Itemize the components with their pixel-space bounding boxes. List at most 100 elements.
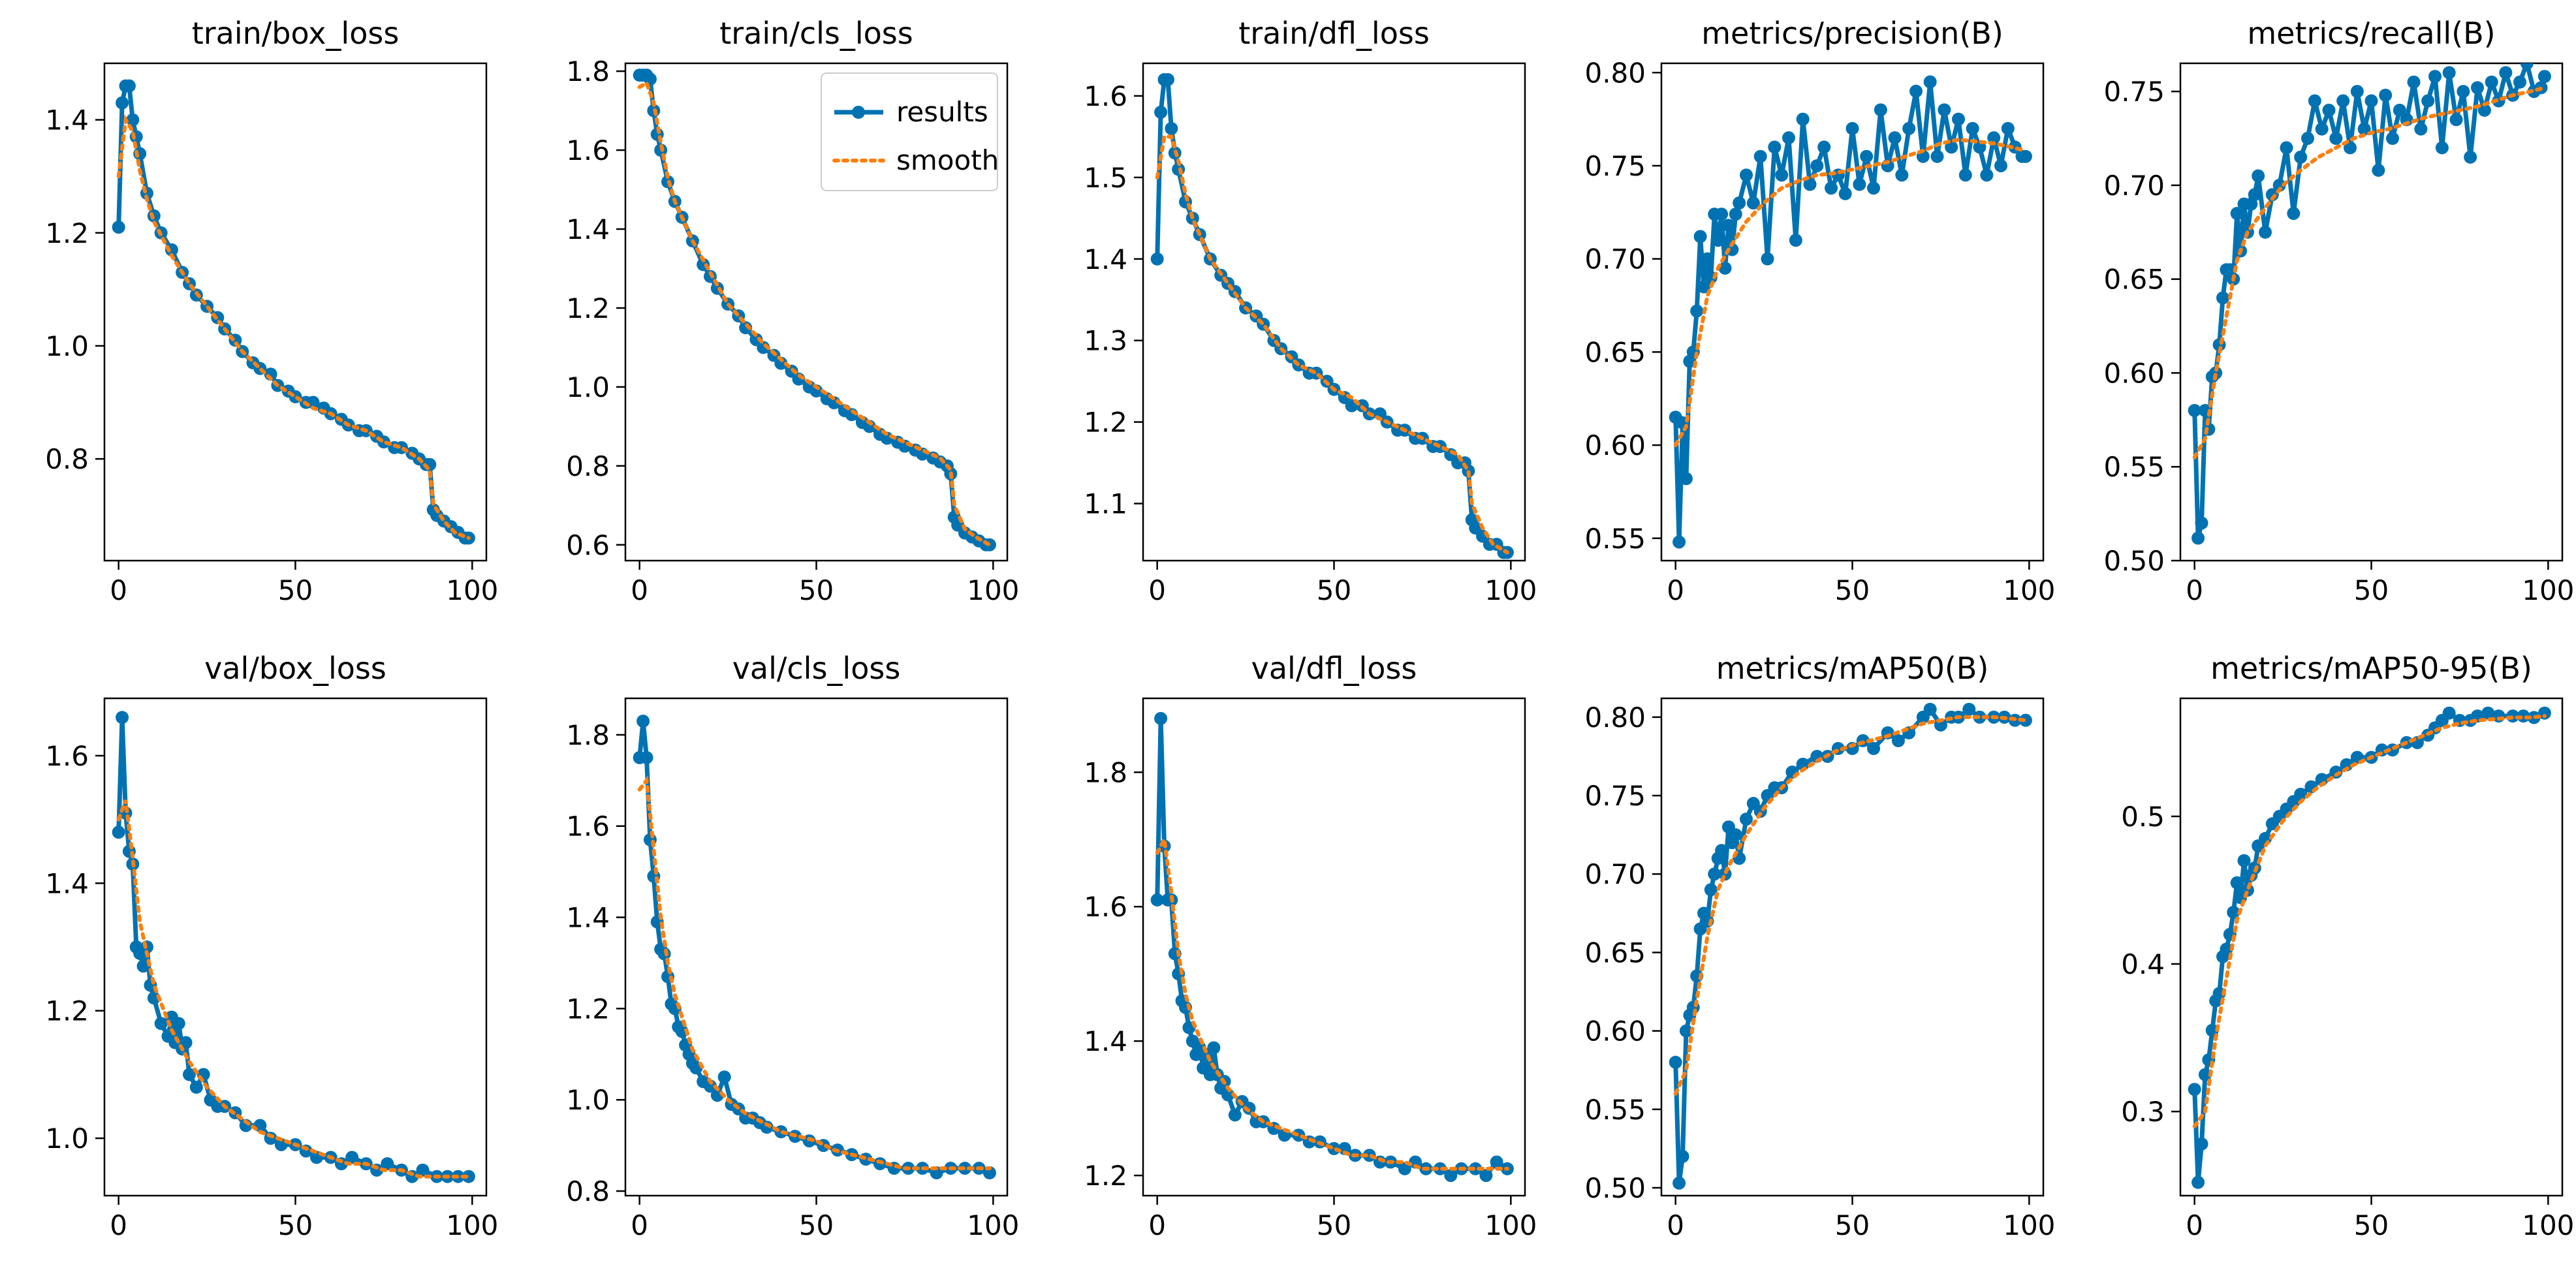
results-point [2379, 88, 2393, 102]
x-tick-label: 50 [278, 574, 313, 606]
y-tick-label: 0.55 [1584, 523, 1646, 555]
results-point [1434, 1162, 1447, 1175]
subplot-5: metrics/recall(B) 0 50 100 0.50 0.55 0.60 0.65 0… [2103, 16, 2574, 606]
smooth-line [637, 80, 992, 547]
results-point [1690, 304, 1704, 318]
x-tick-label: 100 [446, 574, 498, 606]
results-point [462, 1170, 475, 1183]
results-point [1746, 196, 1760, 210]
y-tick-label: 0.55 [1584, 1094, 1646, 1126]
results-point [172, 1017, 185, 1031]
results-point [1701, 252, 1714, 266]
results-point [2537, 70, 2551, 84]
y-tick-label: 1.6 [566, 811, 610, 843]
results-point [1980, 168, 1994, 182]
smooth-line [116, 114, 471, 540]
x-tick-label: 100 [446, 1209, 498, 1241]
y-tick-label: 0.8 [45, 443, 89, 475]
results-point [1740, 813, 1753, 826]
y-tick-label: 1.4 [1084, 1025, 1127, 1057]
subplot-8: val/dfl_loss 0 50 100 1.2 1.4 1.6 1.8 [1084, 651, 1537, 1241]
results-point [2357, 122, 2371, 136]
results-point [717, 1070, 731, 1084]
results-point [2481, 706, 2495, 720]
y-tick-label: 1.0 [45, 1123, 89, 1155]
results-point [1945, 140, 1958, 154]
results-point [1803, 178, 1817, 191]
x-tick-label: 100 [2522, 574, 2574, 606]
results-point [1923, 75, 1937, 89]
y-tick-label: 1.4 [566, 213, 610, 245]
plot-area [633, 714, 996, 1180]
results-point [1679, 472, 1693, 486]
x-tick-label: 50 [1317, 574, 1351, 606]
subplot-title: val/box_loss [204, 651, 386, 686]
x-tick-label: 50 [1835, 1209, 1870, 1241]
results-point [1987, 131, 2001, 145]
subplot-title: val/cls_loss [732, 651, 901, 686]
results-point [1398, 1162, 1411, 1175]
results-point [1715, 844, 1729, 858]
y-tick-label: 1.6 [1084, 891, 1127, 923]
y-tick-label: 1.2 [566, 292, 610, 324]
subplot-title: metrics/precision(B) [1701, 16, 2003, 51]
y-tick-label: 0.5 [2121, 801, 2165, 833]
results-point [774, 356, 788, 370]
y-tick-label: 0.65 [1584, 937, 1646, 969]
results-point [1962, 702, 1976, 716]
results-point [636, 714, 650, 728]
x-tick-label: 100 [967, 574, 1019, 606]
legend-results-marker [852, 106, 865, 119]
y-tick-label: 1.8 [1084, 756, 1127, 788]
results-point [1469, 1162, 1483, 1175]
results-point [1895, 168, 1909, 182]
results-point [2287, 207, 2301, 221]
results-point [2195, 1137, 2208, 1151]
y-tick-label: 1.6 [45, 740, 89, 772]
smooth-line [116, 799, 471, 1179]
y-tick-label: 0.60 [1584, 429, 1646, 461]
y-tick-label: 1.2 [45, 217, 89, 249]
plot-area [633, 69, 996, 551]
x-tick-label: 50 [2354, 1209, 2389, 1241]
y-tick-label: 0.8 [566, 1175, 610, 1207]
results-point [1161, 72, 1174, 86]
results-point [2315, 122, 2329, 136]
results-point [1154, 105, 1168, 119]
y-tick-label: 1.8 [566, 55, 610, 87]
x-tick-label: 50 [278, 1209, 313, 1241]
results-point [1846, 121, 1859, 135]
x-tick-label: 100 [967, 1209, 1019, 1241]
results-point [1729, 828, 1742, 842]
results-point [2294, 787, 2308, 801]
results-point [1867, 181, 1880, 195]
subplot-2: train/cls_loss 0 50 100 0.6 0.8 1.0 1.2 1.4 1.6 1.… [566, 16, 1019, 606]
results-point [704, 1079, 717, 1093]
results-point [1838, 187, 1852, 200]
smooth-line [2192, 85, 2547, 459]
results-point [112, 221, 125, 234]
y-tick-label: 0.70 [1584, 858, 1646, 890]
results-point [1817, 140, 1831, 154]
results-point [1753, 149, 1767, 163]
results-point [1867, 741, 1880, 755]
x-tick-label: 100 [2003, 1209, 2055, 1241]
x-tick-label: 0 [1148, 1209, 1166, 1241]
results-point [1994, 159, 2007, 172]
results-point [1679, 1024, 1693, 1038]
y-tick-label: 1.4 [45, 867, 89, 899]
subplot-9: metrics/mAP50(B) 0 50 100 0.50 0.55 0.60 0.65 0.… [1584, 651, 2055, 1241]
x-tick-label: 50 [799, 574, 834, 606]
plot-area [1669, 75, 2032, 549]
results-point [1930, 149, 1944, 163]
y-tick-label: 0.60 [2103, 357, 2165, 389]
subplot-title: metrics/mAP50-95(B) [2210, 651, 2532, 686]
results-point [2198, 1068, 2212, 1081]
results-point [1154, 711, 1168, 725]
results-point [2513, 75, 2526, 89]
results-point [1150, 252, 1164, 266]
y-tick-label: 1.0 [45, 330, 89, 362]
subplot-6: val/box_loss 0 50 100 1.0 1.2 1.4 1.6 [45, 651, 498, 1241]
results-point [126, 113, 140, 127]
